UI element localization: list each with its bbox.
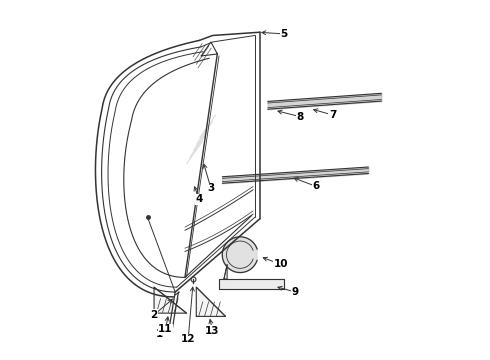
Text: 10: 10 — [273, 260, 288, 269]
Polygon shape — [154, 287, 187, 313]
Text: 7: 7 — [329, 110, 336, 120]
Polygon shape — [224, 265, 227, 279]
Text: 13: 13 — [205, 326, 220, 336]
Text: 6: 6 — [313, 181, 320, 192]
Polygon shape — [222, 237, 257, 273]
Text: 9: 9 — [292, 287, 299, 297]
Text: 5: 5 — [280, 29, 288, 39]
Text: 8: 8 — [296, 112, 304, 122]
Polygon shape — [219, 279, 284, 289]
Text: 3: 3 — [207, 183, 215, 193]
Text: 4: 4 — [196, 194, 203, 204]
Text: 11: 11 — [158, 324, 172, 334]
Text: 2: 2 — [150, 310, 158, 320]
Text: 1: 1 — [155, 329, 163, 339]
Text: 12: 12 — [181, 334, 196, 344]
Polygon shape — [196, 287, 225, 316]
